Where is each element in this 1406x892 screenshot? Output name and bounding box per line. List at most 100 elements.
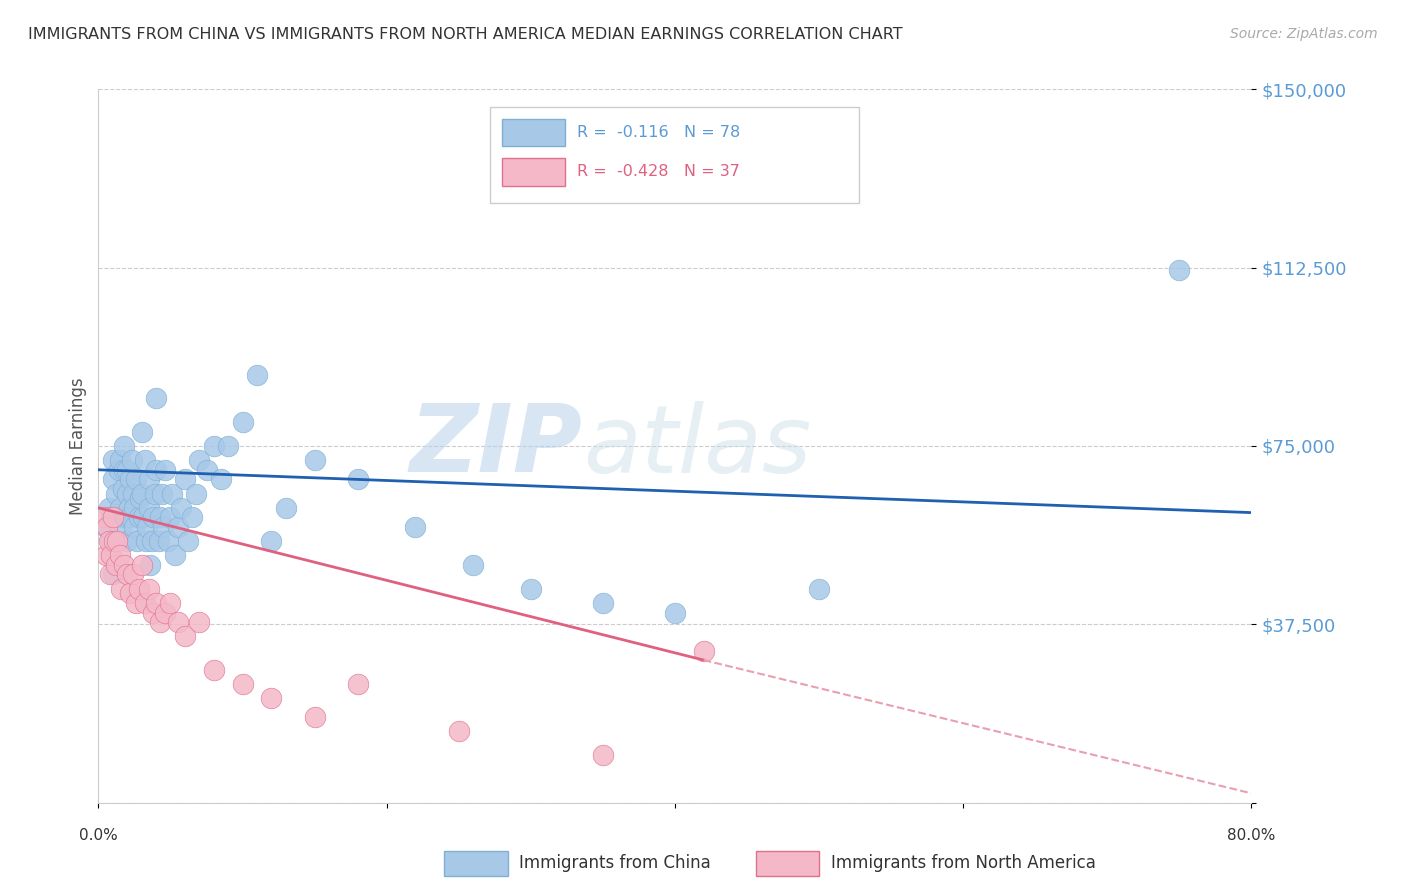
Point [664, 606, 686, 620]
Point [202, 439, 225, 453]
Point [120, 586, 142, 600]
Point [1168, 263, 1191, 277]
Point [117, 463, 138, 477]
FancyBboxPatch shape [502, 159, 565, 186]
Point [447, 724, 470, 739]
Point [128, 510, 150, 524]
Point [160, 486, 183, 500]
Point [405, 520, 427, 534]
Point [141, 534, 163, 549]
Point [131, 425, 153, 439]
Point [145, 392, 167, 406]
Point [94, 549, 117, 563]
Point [118, 500, 141, 515]
Point [346, 677, 368, 691]
Point [163, 549, 186, 563]
Point [97, 534, 120, 549]
Point [128, 582, 150, 596]
Point [93, 510, 115, 524]
Point [246, 368, 269, 382]
Point [148, 534, 170, 549]
Y-axis label: Median Earnings: Median Earnings [69, 377, 87, 515]
Point [110, 520, 132, 534]
Point [139, 558, 162, 572]
Point [96, 520, 118, 534]
Point [120, 472, 142, 486]
Text: R =  -0.428   N = 37: R = -0.428 N = 37 [576, 164, 740, 179]
Point [177, 534, 200, 549]
Point [131, 486, 153, 500]
Text: Source: ZipAtlas.com: Source: ZipAtlas.com [1230, 27, 1378, 41]
Point [169, 500, 191, 515]
Point [124, 500, 146, 515]
Point [101, 567, 124, 582]
Point [209, 472, 232, 486]
Point [174, 472, 197, 486]
Point [188, 453, 211, 467]
Point [117, 534, 138, 549]
Point [138, 472, 160, 486]
Text: IMMIGRANTS FROM CHINA VS IMMIGRANTS FROM NORTH AMERICA MEDIAN EARNINGS CORRELATI: IMMIGRANTS FROM CHINA VS IMMIGRANTS FROM… [28, 27, 903, 42]
Point [98, 534, 121, 549]
Point [149, 615, 172, 629]
Point [108, 549, 131, 563]
Point [188, 615, 211, 629]
Point [120, 510, 142, 524]
Point [111, 482, 134, 496]
Point [131, 558, 153, 572]
Point [150, 486, 173, 500]
Point [136, 520, 159, 534]
Point [231, 415, 254, 429]
Point [195, 463, 218, 477]
Point [143, 486, 166, 500]
Point [346, 472, 368, 486]
Text: R =  -0.116   N = 78: R = -0.116 N = 78 [576, 125, 740, 140]
Point [274, 500, 297, 515]
Text: ZIP: ZIP [409, 400, 582, 492]
Point [124, 520, 146, 534]
Point [107, 463, 129, 477]
Point [156, 534, 179, 549]
Point [125, 472, 148, 486]
Text: Immigrants from China: Immigrants from China [519, 855, 711, 872]
Point [807, 582, 830, 596]
Point [181, 510, 204, 524]
Point [304, 453, 326, 467]
Point [105, 534, 128, 549]
Point [132, 510, 155, 524]
Point [103, 534, 125, 549]
Point [135, 534, 157, 549]
Point [174, 629, 197, 643]
Text: 0.0%: 0.0% [79, 828, 118, 843]
Point [260, 534, 283, 549]
Point [110, 582, 132, 596]
Point [122, 486, 145, 500]
Point [186, 486, 208, 500]
Point [134, 453, 156, 467]
Point [166, 520, 188, 534]
Point [122, 567, 145, 582]
Point [520, 582, 543, 596]
Point [100, 510, 122, 524]
Point [98, 567, 121, 582]
Point [461, 558, 484, 572]
Point [104, 558, 127, 572]
Point [152, 520, 174, 534]
FancyBboxPatch shape [755, 851, 818, 876]
Point [153, 606, 176, 620]
Point [138, 582, 160, 596]
Point [260, 691, 283, 706]
Point [112, 463, 135, 477]
Point [94, 520, 117, 534]
Point [129, 491, 152, 506]
Point [142, 510, 165, 524]
Point [592, 596, 614, 610]
Point [142, 606, 165, 620]
Point [145, 463, 167, 477]
Point [217, 439, 239, 453]
Point [153, 463, 176, 477]
Point [104, 486, 127, 500]
Point [134, 596, 156, 610]
Point [114, 510, 136, 524]
Point [101, 510, 124, 524]
